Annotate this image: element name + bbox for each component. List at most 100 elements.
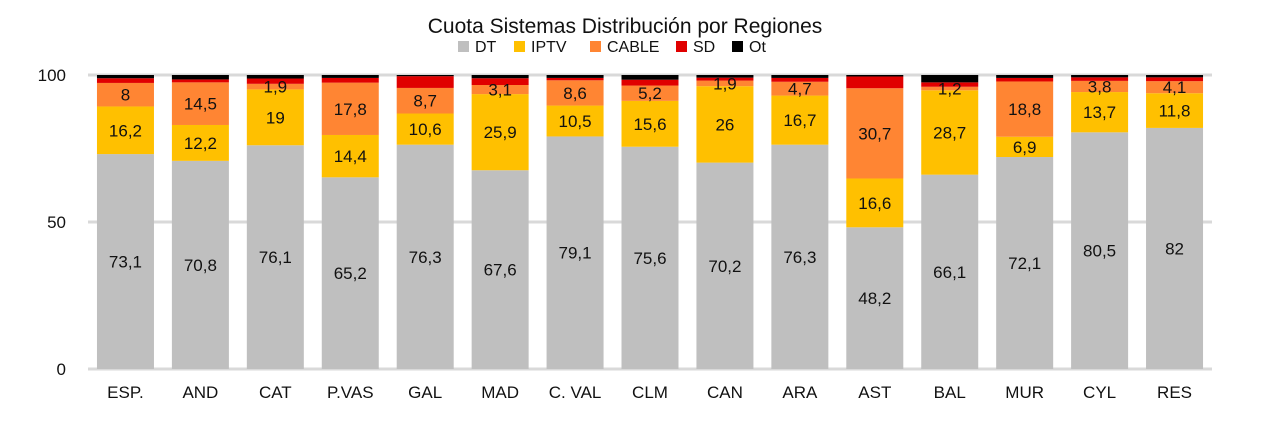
bar-iptv-ast — [846, 178, 904, 228]
bar-cable-and — [171, 82, 229, 125]
data-label-dt-cyl: 80,5 — [1083, 242, 1116, 261]
bar-dt-cyl — [1071, 132, 1129, 369]
legend-label-ot: Ot — [749, 39, 766, 56]
bar-dt-mad — [471, 170, 529, 369]
bar-iptv-gal — [396, 113, 454, 145]
legend-swatch-dt — [458, 41, 469, 52]
data-label-cable-c-val: 8,6 — [563, 84, 587, 103]
bar-dt-ara — [771, 144, 829, 369]
bar-sd-p-vas — [321, 77, 379, 83]
data-label-dt-ast: 48,2 — [858, 289, 891, 308]
data-label-cable-ast: 30,7 — [858, 124, 891, 143]
x-category-label: GAL — [408, 383, 442, 402]
bar-cable-can — [696, 80, 754, 87]
bar-ot-mur — [996, 75, 1054, 78]
bar-sd-ast — [846, 76, 904, 89]
data-label-cable-p-vas: 17,8 — [334, 100, 367, 119]
bar-sd-clm — [621, 79, 679, 86]
data-label-cable-bal: 1,2 — [938, 80, 962, 99]
data-label-cable-mur: 18,8 — [1008, 100, 1041, 119]
data-label-dt-and: 70,8 — [184, 256, 217, 275]
data-label-cable-res: 4,1 — [1163, 78, 1187, 97]
bar-ot-esp — [96, 75, 154, 79]
data-label-cable-can: 1,9 — [713, 74, 737, 93]
bar-sd-esp — [96, 78, 154, 83]
y-tick-label: 50 — [47, 213, 66, 232]
bar-ot-clm — [621, 75, 679, 80]
bar-dt-ast — [846, 227, 904, 369]
bar-iptv-cyl — [1071, 92, 1129, 133]
legend-label-cable: CABLE — [607, 39, 659, 56]
bar-dt-p-vas — [321, 177, 379, 369]
data-label-iptv-cat: 19 — [266, 108, 285, 127]
x-axis: ESP. AND CAT P.VAS GAL MAD C. VAL CLM CAN ARA AST B… — [107, 383, 1192, 402]
bar-dt-esp — [96, 154, 154, 369]
data-label-cable-ara: 4,7 — [788, 80, 812, 99]
bar-iptv-mad — [471, 94, 529, 171]
data-label-dt-res: 82 — [1165, 239, 1184, 258]
bar-iptv-and — [171, 124, 229, 161]
data-label-iptv-esp: 16,2 — [109, 121, 142, 140]
bar-dt-mur — [996, 157, 1054, 369]
bar-dt-can — [696, 162, 754, 369]
bar-sd-cyl — [1071, 77, 1129, 81]
y-axis: 0 50 100 — [38, 66, 66, 379]
x-category-label: P.VAS — [327, 383, 374, 402]
bar-sd-can — [696, 77, 754, 81]
bar-cable-ast — [846, 88, 904, 179]
x-category-label: MAD — [481, 383, 519, 402]
bar-ot-gal — [396, 75, 454, 77]
bar-ot-ara — [771, 75, 829, 78]
bar-iptv-bal — [921, 90, 979, 175]
bar-sd-gal — [396, 76, 454, 88]
bar-ot-cat — [246, 75, 304, 79]
bar-iptv-ara — [771, 95, 829, 145]
bar-sd-cat — [246, 78, 304, 84]
x-category-label: ARA — [782, 383, 818, 402]
data-label-iptv-ast: 16,6 — [858, 194, 891, 213]
bar-cable-cyl — [1071, 80, 1129, 93]
bar-dt-clm — [621, 146, 679, 369]
bar-iptv-res — [1146, 93, 1204, 128]
bar-iptv-mur — [996, 136, 1054, 158]
legend: DT IPTV CABLE SD Ot — [458, 39, 766, 56]
chart-title: Cuota Sistemas Distribución por Regiones — [428, 15, 823, 38]
legend-swatch-ot — [732, 41, 743, 52]
bar-cable-bal — [921, 86, 979, 91]
bar-ot-res — [1146, 75, 1204, 78]
bar-ot-bal — [921, 75, 979, 83]
data-label-iptv-p-vas: 14,4 — [334, 147, 367, 166]
bar-ot-c-val — [546, 75, 604, 78]
bar-ot-and — [171, 75, 229, 80]
data-label-cable-cat: 1,9 — [264, 78, 288, 97]
bar-dt-gal — [396, 144, 454, 369]
bar-sd-ara — [771, 77, 829, 82]
data-label-dt-clm: 75,6 — [633, 249, 666, 268]
x-category-label: MUR — [1005, 383, 1044, 402]
bar-ot-cyl — [1071, 75, 1129, 78]
bar-cable-res — [1146, 81, 1204, 94]
bar-cable-p-vas — [321, 82, 379, 135]
data-label-iptv-mad: 25,9 — [484, 123, 517, 142]
x-category-label: ESP. — [107, 383, 144, 402]
data-label-cable-gal: 8,7 — [413, 92, 437, 111]
bar-sd-mur — [996, 77, 1054, 82]
bar-ot-mad — [471, 75, 529, 79]
bar-iptv-c-val — [546, 105, 604, 137]
x-category-label: BAL — [934, 383, 966, 402]
x-category-label: CLM — [632, 383, 668, 402]
legend-swatch-sd — [676, 41, 687, 52]
data-label-dt-mur: 72,1 — [1008, 254, 1041, 273]
data-label-dt-p-vas: 65,2 — [334, 264, 367, 283]
bar-sd-bal — [921, 82, 979, 87]
data-label-dt-cat: 76,1 — [259, 248, 292, 267]
bar-iptv-p-vas — [321, 134, 379, 178]
x-category-label: C. VAL — [549, 383, 602, 402]
data-label-iptv-gal: 10,6 — [409, 120, 442, 139]
data-label-dt-can: 70,2 — [708, 257, 741, 276]
y-tick-label: 100 — [38, 66, 66, 85]
bar-sd-and — [171, 79, 229, 83]
bar-sd-res — [1146, 77, 1204, 82]
data-label-cable-mad: 3,1 — [488, 81, 512, 100]
data-label-iptv-clm: 15,6 — [633, 115, 666, 134]
